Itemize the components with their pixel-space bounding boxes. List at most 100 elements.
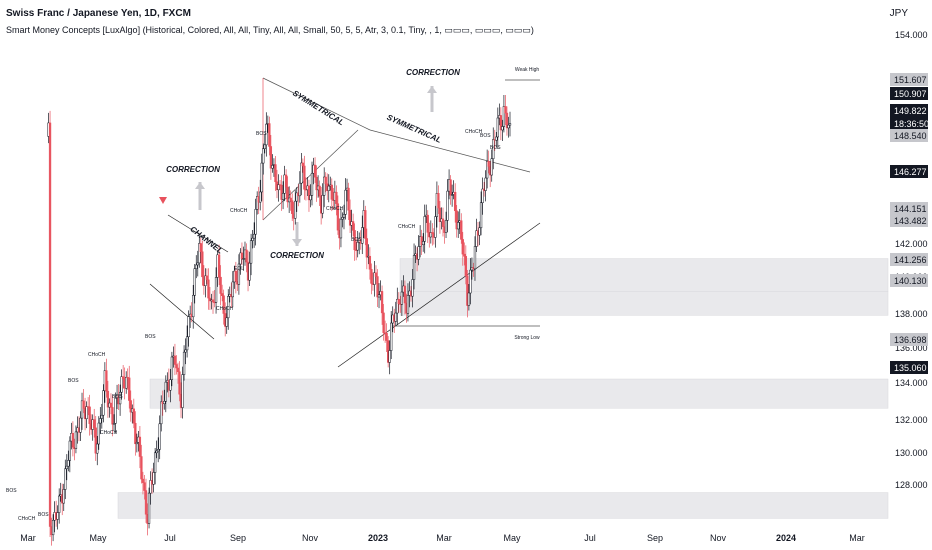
candle-body <box>176 367 180 372</box>
price-tag <box>890 274 928 287</box>
symmetrical-line <box>369 129 531 173</box>
candle-body <box>205 275 209 281</box>
channel-upper-line <box>167 214 229 253</box>
candle-body <box>376 276 379 298</box>
price-tag <box>890 361 928 374</box>
candle-body <box>79 417 82 433</box>
candle-body <box>318 185 321 197</box>
price-tag-label: 135.060 <box>894 363 927 373</box>
candle-body <box>201 251 204 278</box>
candle-body <box>245 249 248 263</box>
candle-body <box>397 298 400 304</box>
candle-body <box>301 162 305 167</box>
candle-body <box>56 512 59 520</box>
candle-body <box>461 239 464 255</box>
level-label: Strong Low <box>514 335 540 341</box>
candle-body <box>400 291 404 305</box>
candle-body <box>411 279 414 297</box>
candle-body <box>125 376 128 389</box>
candle-body <box>475 230 478 247</box>
price-tag <box>890 87 928 100</box>
candle-body <box>67 460 70 467</box>
structure-label: BOS <box>112 394 123 400</box>
indicator-legend[interactable]: Smart Money Concepts [LuxAlgo] (Historic… <box>6 25 534 35</box>
structure-label: CHoCH <box>230 208 248 214</box>
candle-body <box>242 258 245 260</box>
candle-body <box>271 165 274 169</box>
candle-body <box>321 195 324 214</box>
zone-layer <box>117 258 889 519</box>
candle-body <box>388 350 391 363</box>
candle-body <box>102 390 105 416</box>
candle-body <box>351 221 355 231</box>
candle-body <box>315 176 318 191</box>
candle-body <box>82 400 85 409</box>
candle-body <box>454 191 457 212</box>
price-tick: 132.000 <box>895 415 928 425</box>
structure-label: BOS <box>490 145 501 151</box>
price-tick: 134.000 <box>895 378 928 388</box>
price-tag <box>890 165 928 178</box>
candle-body <box>211 299 215 303</box>
candle-body <box>466 275 469 306</box>
candle-body <box>336 203 340 231</box>
structure-label: BOS <box>480 133 491 139</box>
candle-body <box>508 123 512 126</box>
structure-label: BOS <box>68 378 79 384</box>
candle-body <box>455 210 458 230</box>
correction-arrow-head <box>195 182 205 189</box>
candle-body <box>291 200 294 214</box>
candle-body <box>184 349 187 353</box>
candle-body <box>303 165 306 190</box>
candle-body <box>463 253 466 257</box>
candle-body <box>128 377 131 401</box>
candle-body <box>323 176 326 196</box>
candle-body <box>147 492 151 524</box>
candle-body <box>80 400 84 419</box>
candle-body <box>217 254 221 278</box>
candle-body <box>268 123 271 147</box>
price-tag-label: 143.482 <box>894 216 927 226</box>
candle-body <box>181 374 184 408</box>
candle-body <box>501 126 504 131</box>
candle-body <box>324 176 327 185</box>
candle-body <box>330 184 333 200</box>
price-tag-label: 141.256 <box>894 255 927 265</box>
candle-body <box>144 490 148 515</box>
candle-body <box>284 174 288 188</box>
structure-label: CHoCH <box>398 224 416 230</box>
candle-body <box>157 449 160 452</box>
time-tick: Sep <box>647 533 663 543</box>
candle-body <box>464 256 467 277</box>
candle-body <box>364 210 367 239</box>
candle-body <box>309 195 312 201</box>
candle-body <box>502 106 506 127</box>
candle-body <box>118 391 122 405</box>
candle-body <box>422 241 425 245</box>
correction-arrow-head <box>427 86 437 93</box>
candle-body <box>394 312 397 322</box>
candle-body <box>356 241 359 251</box>
candle-body <box>486 161 489 179</box>
candle-body <box>222 295 225 314</box>
candle-body <box>307 185 311 201</box>
price-tick: 142.000 <box>895 239 928 249</box>
candle-body <box>426 214 429 233</box>
candle-body <box>262 148 265 164</box>
structure-label: BOS <box>256 131 267 137</box>
candle-body <box>219 276 222 294</box>
candle-body <box>341 217 344 220</box>
candle-body <box>48 122 52 527</box>
candle-body <box>460 220 463 240</box>
candle-body <box>263 144 266 149</box>
candle-body <box>444 220 448 233</box>
candle-body <box>431 232 434 234</box>
candle-body <box>289 197 292 201</box>
correction-arrow-head <box>292 239 302 246</box>
price-tag <box>890 104 928 117</box>
candle-body <box>74 431 78 449</box>
zone-box <box>399 290 889 316</box>
candle-body <box>93 419 96 429</box>
price-tick: 138.000 <box>895 309 928 319</box>
